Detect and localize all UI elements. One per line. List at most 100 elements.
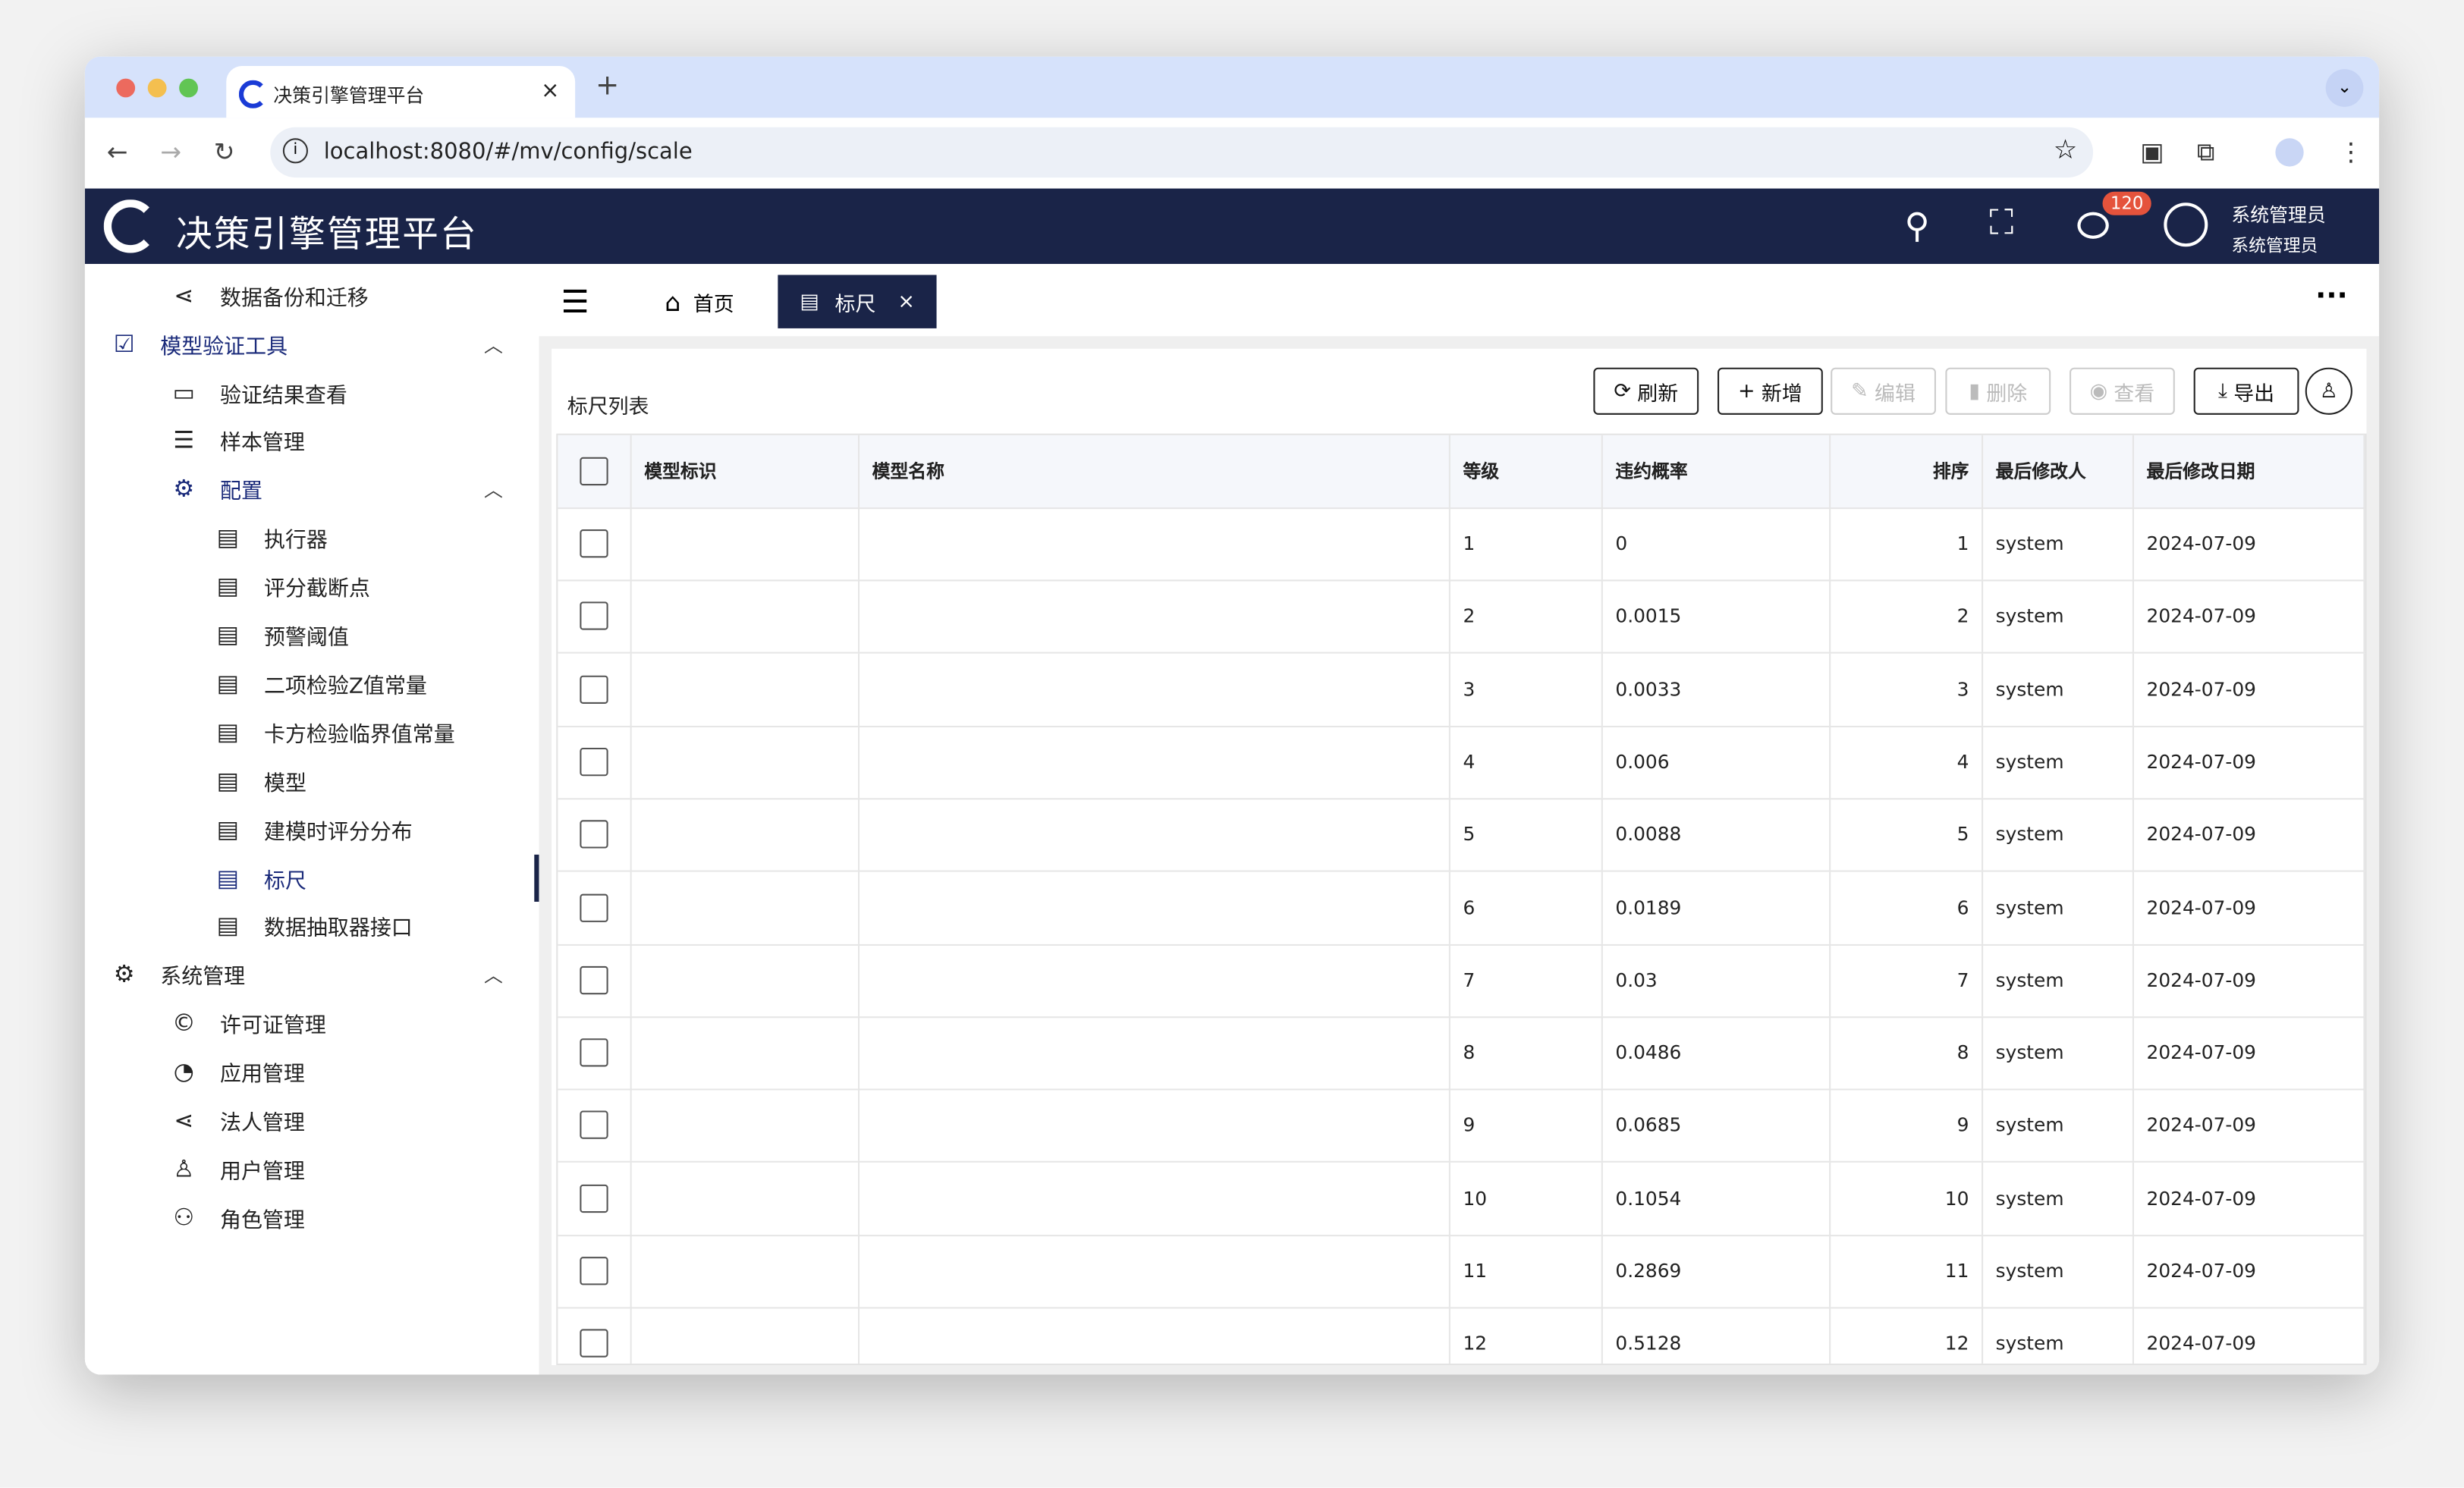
sidebar-item[interactable]: ☰ 样本管理 [167, 419, 304, 463]
more-icon[interactable]: ··· [2315, 279, 2348, 313]
fullscreen-icon[interactable]: ⛶ [1989, 204, 2014, 244]
sidebar-item[interactable]: ⚇ 角色管理 [167, 1195, 304, 1239]
row-checkbox[interactable] [558, 1235, 632, 1307]
sidebar-item[interactable]: ♙ 用户管理 [167, 1147, 304, 1191]
forward-icon[interactable]: → [160, 137, 182, 167]
row-checkbox[interactable] [558, 579, 632, 653]
checkbox[interactable] [580, 1038, 608, 1067]
row-checkbox[interactable] [558, 943, 632, 1016]
checkbox[interactable] [580, 1257, 608, 1286]
sidebar-item[interactable]: ⚙ 配置 [167, 467, 262, 511]
row-checkbox[interactable] [558, 435, 632, 508]
tab-scale[interactable]: ▤ 标尺 × [778, 275, 938, 328]
site-info-icon[interactable]: i [282, 138, 308, 164]
table-cell [860, 1016, 1450, 1089]
checkbox[interactable] [580, 674, 608, 704]
extension-icon[interactable]: ▣ [2140, 137, 2164, 167]
new-tab-button[interactable]: + [596, 69, 620, 102]
tab-home[interactable]: ⌂ 首页 [643, 275, 756, 328]
collapse-menu-icon[interactable]: ☰ [561, 282, 589, 321]
export-button[interactable]: ⤓ 导出 [2193, 367, 2299, 415]
tab-search-chevron-icon[interactable]: ⌄ [2325, 69, 2364, 107]
sidebar-item[interactable]: ⚙ 系统管理 [107, 953, 245, 997]
checkbox[interactable] [580, 1329, 608, 1358]
bookmark-star-icon[interactable]: ☆ [2053, 135, 2078, 167]
maximize-window-button[interactable] [179, 78, 198, 98]
row-checkbox[interactable] [558, 871, 632, 943]
checkbox[interactable] [580, 601, 608, 631]
row-checkbox[interactable] [558, 1089, 632, 1162]
close-window-button[interactable] [116, 78, 136, 98]
sidebar-item[interactable]: ☑ 模型验证工具 [107, 322, 288, 366]
row-checkbox[interactable] [558, 507, 632, 580]
table-cell: 2024-07-09 [2134, 579, 2365, 653]
row-checkbox[interactable] [558, 1307, 632, 1364]
sidebar-item[interactable]: ▭试算用例管理 [167, 264, 347, 268]
sidebar-item[interactable]: ▭ 验证结果查看 [167, 370, 347, 414]
checkbox[interactable] [580, 1111, 608, 1140]
gear-icon: ⚙ [173, 475, 195, 504]
sidebar-item[interactable]: ▤ 建模时评分分布 [211, 807, 413, 851]
sidebar-item[interactable]: ▤ 数据抽取器接口 [211, 904, 413, 948]
view-button[interactable]: ◉ 查看 [2070, 367, 2175, 415]
sidebar-item[interactable]: ▤ 卡方检验临界值常量 [211, 710, 455, 754]
checkbox[interactable] [580, 457, 608, 486]
url-field[interactable]: i localhost:8080/#/mv/config/scale ☆ [270, 127, 2094, 178]
document-icon: ▤ [800, 290, 819, 314]
table-cell: 0.0088 [1603, 798, 1831, 871]
table-cell [860, 1235, 1450, 1307]
checkbox[interactable] [580, 893, 608, 921]
close-tab-icon[interactable]: × [897, 290, 916, 314]
table-cell [860, 725, 1450, 799]
chevron-up-icon[interactable]: ︿ [483, 479, 503, 502]
close-tab-icon[interactable]: × [541, 78, 560, 104]
cell-value: 1 [1956, 532, 1969, 555]
add-button[interactable]: + 新增 [1718, 367, 1823, 415]
row-checkbox[interactable] [558, 1016, 632, 1089]
row-checkbox[interactable] [558, 725, 632, 799]
menu-kebab-icon[interactable]: ⋮ [2338, 137, 2364, 167]
sidebar-item[interactable]: ▤ 二项检验Z值常量 [211, 661, 427, 705]
sidebar-item[interactable]: ⋖ 数据备份和迁移 [167, 273, 368, 317]
sidebar-item[interactable]: © 许可证管理 [167, 1001, 326, 1045]
table-cell [632, 725, 860, 799]
column-settings-button[interactable]: ♙ [2305, 367, 2352, 415]
sidebar-item[interactable]: ◔ 应用管理 [167, 1050, 305, 1094]
search-icon[interactable]: ⚲ [1904, 207, 1930, 247]
table-cell: system [1983, 1307, 2134, 1364]
table-cell: system [1983, 725, 2134, 799]
avatar[interactable] [2164, 202, 2208, 247]
message-icon[interactable] [2077, 212, 2109, 239]
sidebar-item[interactable]: ▤ 模型 [211, 758, 306, 802]
sidebar-item[interactable]: ▤ 评分截断点 [211, 564, 370, 608]
delete-label: 删除 [1986, 382, 2028, 407]
table-cell: 0.0015 [1603, 579, 1831, 653]
edit-button[interactable]: ✎ 编辑 [1831, 367, 1936, 415]
reload-icon[interactable]: ↻ [213, 137, 235, 167]
sidebar-item[interactable]: ▤ 预警阈值 [211, 613, 349, 657]
row-checkbox[interactable] [558, 1162, 632, 1235]
table-cell: 10 [1831, 1162, 1984, 1235]
table-cell: 模型名称 [860, 435, 1450, 508]
table-cell: 等级 [1450, 435, 1603, 508]
checkbox[interactable] [580, 965, 608, 994]
checkbox[interactable] [580, 820, 608, 849]
checkbox[interactable] [580, 1184, 608, 1213]
table-cell: 2024-07-09 [2134, 871, 2365, 943]
sidebar-item[interactable]: ⋖ 法人管理 [167, 1098, 305, 1142]
checkbox[interactable] [580, 747, 608, 777]
row-checkbox[interactable] [558, 652, 632, 726]
back-icon[interactable]: ← [106, 137, 128, 167]
puzzle-icon[interactable]: ⧉ [2196, 137, 2215, 167]
checkbox[interactable] [580, 529, 608, 558]
refresh-button[interactable]: ⟳ 刷新 [1593, 367, 1699, 415]
chevron-up-icon[interactable]: ︿ [483, 965, 503, 987]
sidebar-item[interactable]: ▤ 执行器 [211, 516, 328, 560]
minimize-window-button[interactable] [147, 78, 167, 98]
sidebar-item[interactable]: ▤ 标尺 [211, 855, 306, 899]
profile-icon[interactable] [2275, 138, 2304, 167]
browser-tab[interactable]: 决策引擎管理平台 × [226, 65, 576, 118]
delete-button[interactable]: ▮ 删除 [1945, 367, 2051, 415]
row-checkbox[interactable] [558, 798, 632, 871]
chevron-up-icon[interactable]: ︿ [483, 334, 503, 356]
